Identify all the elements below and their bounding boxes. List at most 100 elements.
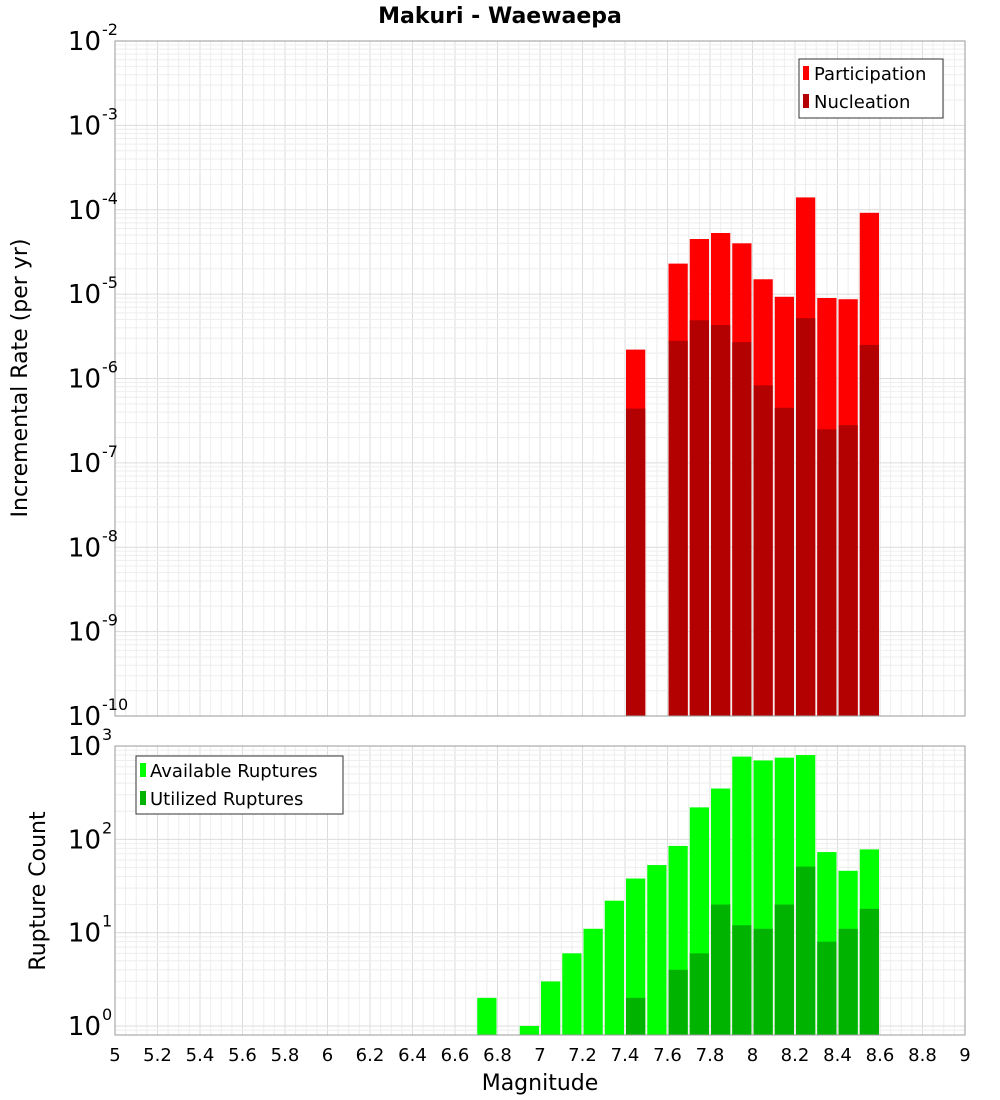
- top-y-tick-exponent: -6: [102, 358, 118, 377]
- bottom-utilized-ruptures-bar: [668, 969, 688, 1035]
- legend-label-available-ruptures: Available Ruptures: [150, 761, 318, 782]
- bottom-available-ruptures-bar: [604, 900, 624, 1035]
- x-tick-label: 8.6: [866, 1045, 895, 1066]
- bottom-utilized-ruptures-bar: [732, 925, 752, 1035]
- bottom-utilized-ruptures-bar: [689, 953, 709, 1035]
- top-y-tick-base: 10: [68, 365, 101, 395]
- bottom-y-tick-exponent: 2: [102, 818, 112, 837]
- top-nucleation-bar: [689, 320, 709, 716]
- top-y-tick-exponent: -8: [102, 526, 118, 545]
- top-y-tick-exponent: -5: [102, 273, 118, 292]
- legend-swatch-available-ruptures: [140, 763, 146, 777]
- bottom-y-axis-label: Rupture Count: [26, 811, 51, 971]
- x-tick-label: 8: [747, 1045, 758, 1066]
- bottom-available-ruptures-bar: [519, 1025, 539, 1035]
- legend-swatch-participation: [803, 66, 809, 80]
- top-nucleation-bar: [626, 408, 646, 716]
- top-nucleation-bar: [796, 318, 816, 716]
- x-tick-label: 5.6: [228, 1045, 257, 1066]
- top-y-tick-exponent: -9: [102, 611, 118, 630]
- top-y-tick-base: 10: [68, 618, 101, 648]
- x-tick-label: 8.2: [781, 1045, 810, 1066]
- bottom-y-tick-base: 10: [68, 1012, 101, 1042]
- top-legend: Participation Nucleation: [798, 58, 944, 119]
- top-y-tick-exponent: -10: [102, 695, 128, 714]
- bottom-legend: Available Ruptures Utilized Ruptures: [135, 755, 344, 815]
- top-nucleation-bar: [711, 325, 731, 716]
- top-y-tick-exponent: -3: [102, 104, 118, 123]
- x-tick-label: 5.4: [186, 1045, 215, 1066]
- bottom-y-tick-exponent: 1: [102, 912, 112, 931]
- legend-swatch-utilized-ruptures: [140, 791, 146, 805]
- top-y-tick-exponent: -4: [102, 189, 118, 208]
- top-y-tick-exponent: -2: [102, 20, 118, 39]
- legend-label-nucleation: Nucleation: [814, 92, 910, 113]
- bottom-available-ruptures-bar: [477, 997, 497, 1035]
- bottom-y-tick-exponent: 3: [102, 725, 112, 744]
- x-tick-label: 5.2: [143, 1045, 172, 1066]
- bottom-bars: [477, 755, 879, 1035]
- top-y-tick-base: 10: [68, 449, 101, 479]
- top-y-axis-label: Incremental Rate (per yr): [8, 239, 33, 518]
- chart-title: Makuri - Waewaepa: [378, 4, 622, 29]
- x-tick-label: 6: [322, 1045, 333, 1066]
- x-tick-label: 6.2: [356, 1045, 385, 1066]
- legend-label-participation: Participation: [814, 64, 926, 85]
- bottom-utilized-ruptures-bar: [774, 904, 794, 1035]
- bottom-utilized-ruptures-bar: [626, 997, 646, 1035]
- bottom-y-tick-base: 10: [68, 732, 101, 762]
- top-y-tick-base: 10: [68, 196, 101, 226]
- bottom-utilized-ruptures-bar: [838, 928, 858, 1035]
- x-tick-label: 7.4: [611, 1045, 640, 1066]
- top-nucleation-bar: [753, 385, 773, 716]
- x-tick-labels: 5 5.2 5.4 5.6 5.8 6 6.2 6.4 6.6 6.8 7 7.2 7.4 7.6 7.8 8…: [109, 1045, 970, 1066]
- top-nucleation-bar: [817, 429, 837, 716]
- bottom-utilized-ruptures-bar: [796, 866, 816, 1035]
- x-tick-label: 7: [534, 1045, 545, 1066]
- x-tick-label: 8.4: [823, 1045, 852, 1066]
- bottom-available-ruptures-bar: [541, 981, 561, 1035]
- top-nucleation-bar: [838, 425, 858, 716]
- top-y-tick-exponent: -7: [102, 442, 118, 461]
- bottom-utilized-ruptures-bar: [817, 941, 837, 1035]
- top-nucleation-bar: [732, 342, 752, 716]
- top-nucleation-bar: [668, 340, 688, 716]
- top-y-tick-base: 10: [68, 533, 101, 563]
- top-y-tick-base: 10: [68, 702, 101, 732]
- legend-swatch-nucleation: [803, 94, 809, 108]
- legend-label-utilized-ruptures: Utilized Ruptures: [150, 789, 303, 810]
- top-bars: [626, 197, 879, 717]
- bottom-available-ruptures-bar: [562, 953, 582, 1035]
- top-nucleation-bar: [774, 407, 794, 716]
- x-tick-label: 6.4: [398, 1045, 427, 1066]
- top-y-tick-base: 10: [68, 27, 101, 57]
- top-grid: [114, 41, 966, 717]
- bottom-available-ruptures-bar: [647, 865, 667, 1035]
- bottom-grid: [114, 746, 966, 1036]
- x-tick-label: 8.8: [908, 1045, 937, 1066]
- x-tick-label: 7.8: [696, 1045, 725, 1066]
- bottom-y-tick-exponent: 0: [102, 1005, 112, 1024]
- x-tick-label: 6.8: [483, 1045, 512, 1066]
- top-nucleation-bar: [859, 344, 879, 716]
- bottom-available-ruptures-bar: [626, 878, 646, 1035]
- bottom-utilized-ruptures-bar: [711, 904, 731, 1035]
- x-tick-label: 9: [959, 1045, 970, 1066]
- x-tick-label: 7.6: [653, 1045, 682, 1066]
- top-y-tick-base: 10: [68, 280, 101, 310]
- x-tick-label: 5: [109, 1045, 120, 1066]
- x-axis-label: Magnitude: [482, 1071, 599, 1096]
- x-tick-label: 7.2: [568, 1045, 597, 1066]
- bottom-available-ruptures-bar: [583, 928, 603, 1035]
- top-y-tick-base: 10: [68, 111, 101, 141]
- x-tick-label: 5.8: [271, 1045, 300, 1066]
- bottom-y-tick-base: 10: [68, 825, 101, 855]
- x-tick-label: 6.6: [441, 1045, 470, 1066]
- bottom-utilized-ruptures-bar: [859, 908, 879, 1035]
- bottom-utilized-ruptures-bar: [753, 928, 773, 1035]
